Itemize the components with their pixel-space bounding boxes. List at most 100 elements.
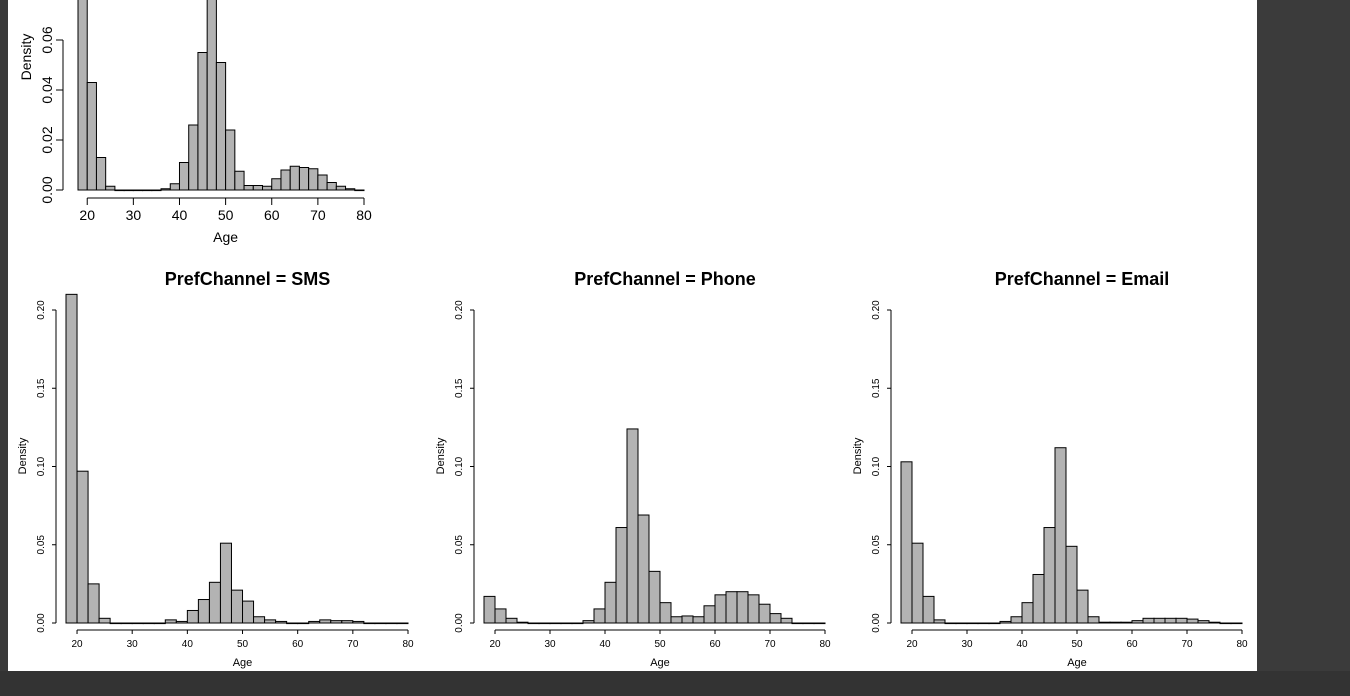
histogram-bar bbox=[659, 602, 672, 624]
histogram-bar bbox=[363, 622, 376, 625]
histogram-bar bbox=[1131, 620, 1144, 624]
histogram-bar bbox=[396, 622, 409, 625]
x-tick-label: 80 bbox=[402, 639, 414, 650]
histogram-bar bbox=[615, 527, 628, 624]
panel-title: PrefChannel = Phone bbox=[574, 269, 756, 289]
histogram-bar bbox=[271, 178, 282, 191]
histogram-bar bbox=[77, 0, 88, 191]
histogram-bar bbox=[1010, 616, 1023, 624]
histogram-bar bbox=[160, 188, 171, 191]
y-tick-label: 0.10 bbox=[36, 456, 47, 476]
x-tick-label: 30 bbox=[544, 639, 556, 650]
x-tick-label: 80 bbox=[356, 207, 372, 223]
histogram-bar bbox=[252, 185, 264, 191]
x-tick-label: 20 bbox=[71, 639, 83, 650]
histogram-bar bbox=[253, 616, 266, 624]
histogram-bar bbox=[76, 470, 89, 624]
x-axis-label: Age bbox=[213, 229, 238, 245]
histogram-bar bbox=[352, 620, 365, 624]
x-tick-label: 40 bbox=[182, 639, 194, 650]
histogram-bar bbox=[1065, 545, 1078, 624]
x-tick-label: 40 bbox=[172, 207, 188, 223]
y-tick-label: 0.00 bbox=[454, 613, 465, 633]
histogram-bar bbox=[354, 189, 365, 192]
x-tick-label: 70 bbox=[764, 639, 776, 650]
histogram-panel-top: 20 30 40 50 60 70 80 Age 0.00 0.02 0.04 0.06 Density bbox=[18, 0, 372, 245]
histogram-bar bbox=[505, 617, 518, 624]
histogram-bar bbox=[494, 608, 507, 624]
histogram-panel-phone: 20 30 40 50 60 70 80 Age 0.00 0.05 0.10 0.15 0.20 Den… bbox=[435, 269, 831, 669]
histogram-bar bbox=[999, 620, 1012, 624]
histogram-bar bbox=[262, 185, 273, 191]
histogram-bar bbox=[1142, 617, 1155, 624]
histogram-bar bbox=[114, 189, 125, 192]
histogram-bar bbox=[98, 617, 111, 624]
panel-title: PrefChannel = Email bbox=[995, 269, 1170, 289]
histogram-bar bbox=[604, 581, 617, 624]
histogram-bar bbox=[164, 619, 177, 624]
viewer-side-area bbox=[1257, 0, 1350, 696]
x-tick-label: 50 bbox=[237, 639, 249, 650]
histogram-bar bbox=[186, 609, 199, 624]
x-tick-label: 20 bbox=[489, 639, 501, 650]
histogram-bar bbox=[289, 165, 300, 191]
x-tick-label: 70 bbox=[1181, 639, 1193, 650]
histogram-bar bbox=[109, 622, 122, 625]
histogram-panel-email: 20 30 40 50 60 70 80 Age 0.00 0.05 0.10 0.15 0.20 Den… bbox=[852, 269, 1248, 669]
x-axis-label: Age bbox=[1067, 657, 1087, 669]
x-tick-label: 30 bbox=[961, 639, 973, 650]
y-axis-label: Density bbox=[18, 34, 34, 81]
histogram-bar bbox=[1021, 602, 1034, 624]
histogram-bar bbox=[1175, 617, 1188, 624]
histogram-bar bbox=[341, 620, 354, 624]
histogram-bar bbox=[933, 619, 946, 624]
histogram-bar bbox=[703, 605, 716, 624]
y-tick-label: 0.02 bbox=[39, 126, 55, 153]
y-tick-label: 0.00 bbox=[36, 613, 47, 633]
histogram-bar bbox=[1032, 573, 1045, 624]
y-tick-label: 0.06 bbox=[39, 26, 55, 53]
histogram-bar bbox=[308, 620, 321, 624]
histogram-bar bbox=[714, 594, 727, 624]
histogram-bar bbox=[142, 189, 153, 192]
histogram-bar bbox=[911, 542, 924, 624]
y-tick-label: 0.00 bbox=[39, 176, 55, 203]
histogram-bar bbox=[944, 622, 957, 625]
y-tick-label: 0.15 bbox=[36, 378, 47, 398]
x-tick-label: 20 bbox=[906, 639, 918, 650]
y-tick-label: 0.10 bbox=[871, 456, 882, 476]
histogram-bar bbox=[955, 622, 968, 625]
histogram-bar bbox=[922, 595, 935, 624]
y-tick-label: 0.15 bbox=[871, 378, 882, 398]
histogram-bar bbox=[560, 622, 573, 625]
histogram-bar bbox=[692, 616, 705, 624]
histogram-bar bbox=[780, 617, 793, 624]
x-tick-label: 60 bbox=[1126, 639, 1138, 650]
y-tick-label: 0.05 bbox=[871, 535, 882, 555]
histogram-bar bbox=[330, 620, 343, 624]
histogram-bar bbox=[123, 189, 134, 192]
histogram-bar bbox=[280, 169, 291, 191]
histogram-bar bbox=[725, 591, 738, 624]
histogram-bar bbox=[571, 622, 584, 625]
histogram-bar bbox=[345, 188, 356, 191]
histogram-bar bbox=[747, 594, 760, 624]
histogram-bar bbox=[264, 619, 277, 624]
histogram-bar bbox=[637, 514, 650, 624]
y-tick-label: 0.05 bbox=[454, 535, 465, 555]
histogram-bar bbox=[516, 621, 529, 624]
histogram-bar bbox=[243, 185, 254, 191]
histogram-bar bbox=[670, 616, 683, 624]
histogram-bar bbox=[65, 293, 78, 624]
histogram-bar bbox=[335, 185, 347, 191]
y-tick-label: 0.20 bbox=[871, 300, 882, 320]
histogram-bar bbox=[813, 622, 826, 625]
x-tick-label: 20 bbox=[79, 207, 95, 223]
histogram-bar bbox=[208, 581, 221, 624]
histogram-bar bbox=[1197, 620, 1210, 624]
x-tick-label: 50 bbox=[218, 207, 234, 223]
histogram-bar bbox=[132, 189, 144, 192]
histogram-bar bbox=[86, 82, 97, 191]
histogram-bar bbox=[1098, 621, 1111, 624]
